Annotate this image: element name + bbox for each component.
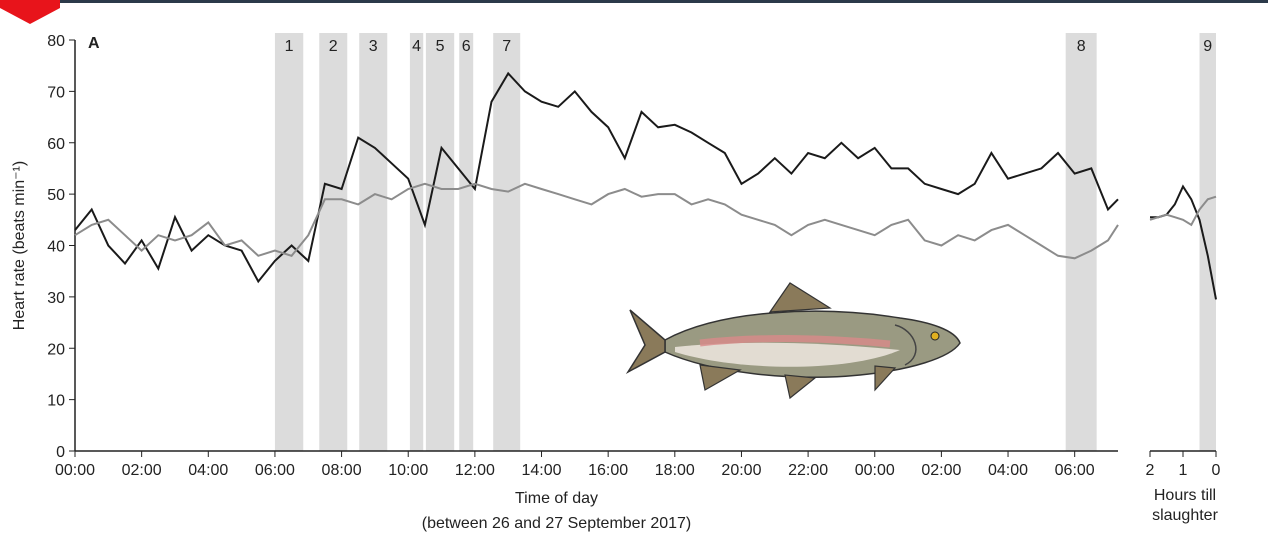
y-tick-label: 60	[47, 136, 65, 153]
y-tick-label: 70	[47, 84, 65, 101]
x-tick-label: 12:00	[455, 462, 495, 479]
x-tick-label: 06:00	[1055, 462, 1095, 479]
y-tick-label: 20	[47, 341, 65, 358]
data-line	[74, 182, 1119, 260]
band-label: 5	[436, 38, 445, 55]
top-bar	[0, 0, 1268, 3]
x-tick-label: 02:00	[122, 462, 162, 479]
data-line	[74, 71, 1119, 284]
band-label: 2	[329, 38, 338, 55]
band-label: 7	[502, 38, 511, 55]
x-tick-label: 2	[1146, 462, 1155, 479]
x-tick-label: 06:00	[255, 462, 295, 479]
x-axis-label: Hours till slaughter	[1152, 487, 1218, 524]
x-tick-label: 00:00	[55, 462, 95, 479]
x-tick-label: 08:00	[322, 462, 362, 479]
x-tick-label: 0	[1212, 462, 1221, 479]
corner-badge	[0, 0, 60, 24]
y-tick-label: 50	[47, 187, 65, 204]
event-band	[1199, 33, 1216, 451]
event-band	[319, 33, 348, 451]
x-axis-sublabel: (between 26 and 27 September 2017)	[422, 515, 692, 532]
event-band	[425, 33, 455, 451]
event-band	[493, 33, 521, 451]
x-tick-label: 04:00	[188, 462, 228, 479]
x-tick-label: 18:00	[655, 462, 695, 479]
event-band	[459, 33, 474, 451]
x-tick-label: 1	[1179, 462, 1188, 479]
x-tick-label: 22:00	[788, 462, 828, 479]
y-axis-label: Heart rate (beats min⁻¹)	[11, 161, 28, 330]
x-tick-label: 10:00	[388, 462, 428, 479]
event-band	[409, 33, 424, 451]
x-tick-label: 14:00	[521, 462, 561, 479]
band-label: 4	[412, 38, 421, 55]
data-line	[1149, 195, 1217, 227]
band-label: 1	[285, 38, 294, 55]
y-tick-label: 80	[47, 33, 65, 50]
y-tick-label: 40	[47, 239, 65, 256]
x-tick-label: 04:00	[988, 462, 1028, 479]
x-tick-label: 20:00	[721, 462, 761, 479]
panel-label: A	[88, 35, 100, 52]
x-tick-label: 16:00	[588, 462, 628, 479]
y-tick-label: 0	[56, 444, 65, 461]
fish-illustration	[625, 282, 961, 400]
band-label: 3	[369, 38, 378, 55]
y-tick-label: 30	[47, 290, 65, 307]
band-label: 8	[1077, 38, 1086, 55]
band-label: 6	[462, 38, 471, 55]
event-band	[1065, 33, 1097, 451]
event-band	[359, 33, 388, 451]
x-axis-label: Time of day	[515, 490, 598, 507]
event-band	[274, 33, 304, 451]
x-tick-label: 00:00	[855, 462, 895, 479]
y-tick-label: 10	[47, 393, 65, 410]
band-label: 9	[1203, 38, 1212, 55]
x-tick-label: 02:00	[921, 462, 961, 479]
